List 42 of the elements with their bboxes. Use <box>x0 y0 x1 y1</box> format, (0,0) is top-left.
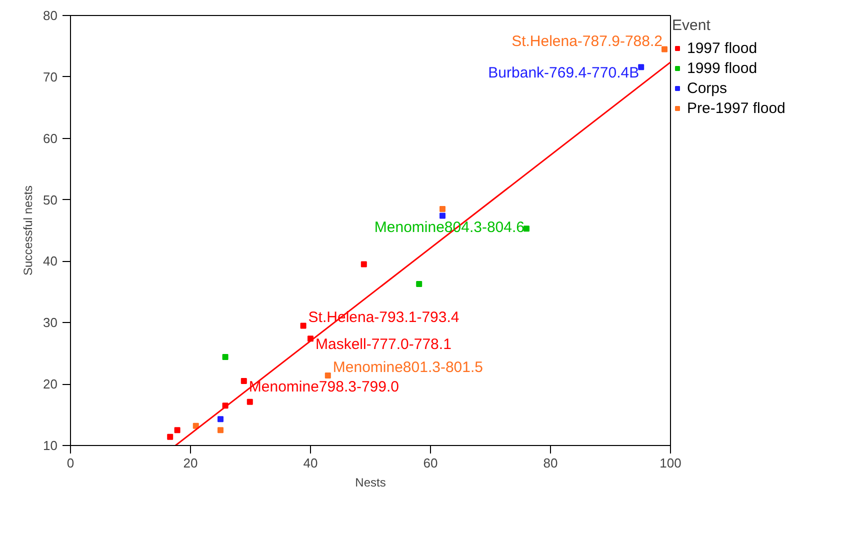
legend-title: Event <box>672 17 712 34</box>
y-tick-label: 10 <box>43 438 58 453</box>
y-tick-label: 60 <box>43 130 58 146</box>
x-tick-label: 100 <box>660 456 682 470</box>
point <box>218 416 224 422</box>
annotation: St.Helena-787.9-788.2 <box>512 32 662 50</box>
point <box>240 378 247 384</box>
point <box>524 226 530 232</box>
legend-label: Corps <box>687 79 728 97</box>
point <box>222 354 228 360</box>
legend-label: 1999 flood <box>687 59 758 77</box>
legend-label: Pre-1997 flood <box>687 99 786 117</box>
x-tick-label: 20 <box>183 456 198 470</box>
point <box>440 212 446 219</box>
point <box>662 46 668 52</box>
point <box>416 280 422 287</box>
x-tick-label: 40 <box>303 456 318 470</box>
annotation: Maskell-777.0-778.1 <box>316 336 452 354</box>
annotation: Menomine798.3-799.0 <box>248 378 400 396</box>
point <box>638 64 644 70</box>
point <box>174 427 180 434</box>
point <box>246 398 253 405</box>
y-tick-label: 40 <box>43 254 58 269</box>
y-tick-label: 30 <box>43 315 58 330</box>
y-tick-label: 20 <box>43 376 58 392</box>
legend-label: 1997 flood <box>687 39 758 57</box>
y-tick-label: 50 <box>43 192 58 208</box>
x-axis-title: Nests <box>355 476 386 490</box>
point <box>440 206 446 212</box>
annotation: Burbank-769.4-770.4B <box>488 64 640 82</box>
annotation: Menomine801.3-801.5 <box>332 358 484 376</box>
x-tick-label: 80 <box>543 456 558 470</box>
point <box>360 261 367 268</box>
point <box>218 427 224 434</box>
x-tick-label: 0 <box>66 456 74 470</box>
point <box>167 434 174 440</box>
point <box>300 322 306 329</box>
y-tick-label: 80 <box>43 8 58 23</box>
y-axis-title: Successful nests <box>21 185 36 276</box>
y-tick-label: 70 <box>43 69 58 84</box>
point <box>324 372 331 378</box>
x-tick-label: 60 <box>423 456 438 470</box>
